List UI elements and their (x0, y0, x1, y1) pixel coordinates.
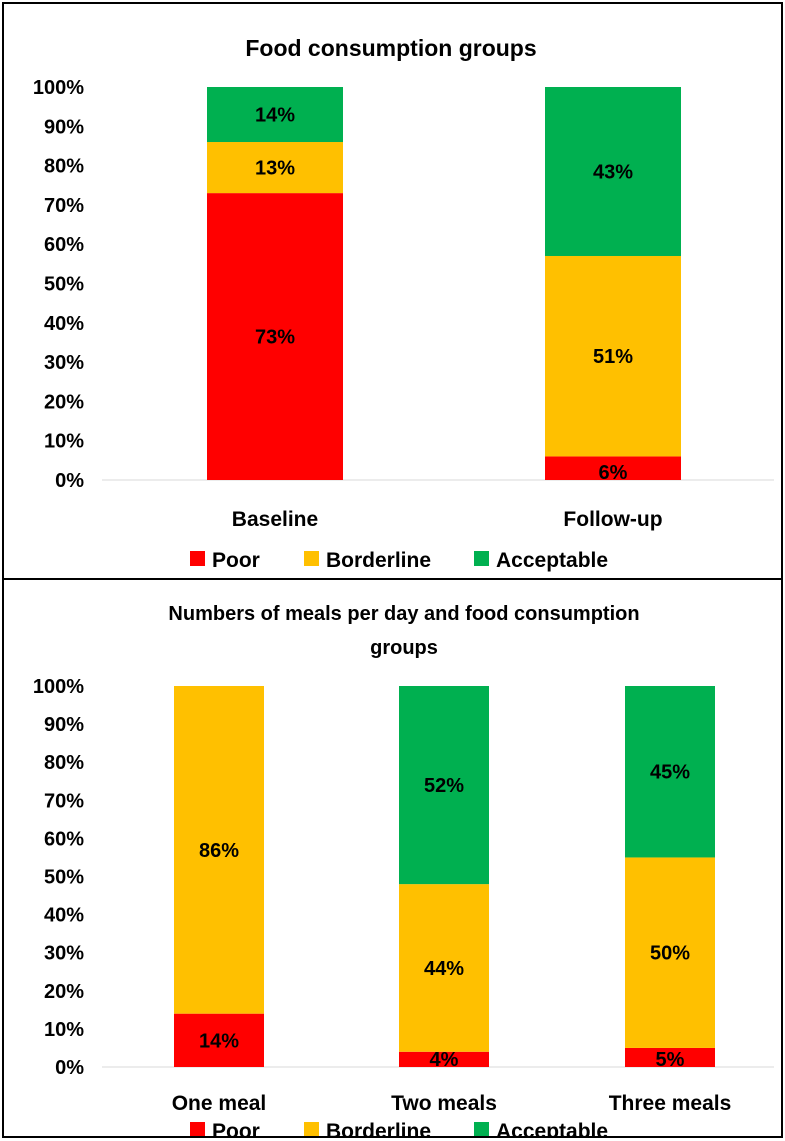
legend-label-acceptable: Acceptable (496, 1120, 608, 1136)
y-tick-label: 60% (44, 234, 84, 256)
y-tick-label: 30% (44, 352, 84, 374)
legend-label-acceptable: Acceptable (496, 549, 608, 572)
legend-swatch-poor (190, 551, 205, 566)
legend-label-poor: Poor (212, 1120, 260, 1136)
y-tick-label: 0% (55, 470, 84, 492)
y-tick-label: 40% (44, 313, 84, 335)
data-label-baseline-borderline: 13% (255, 158, 295, 180)
y-tick-label: 100% (33, 77, 84, 99)
legend-swatch-borderline (304, 551, 319, 566)
y-tick-label: 70% (44, 195, 84, 217)
y-tick-label: 0% (55, 1057, 84, 1079)
x-category-label-two-meals: Two meals (391, 1092, 497, 1115)
chart-panel-meals-per-day: Numbers of meals per day and food consum… (2, 578, 783, 1141)
y-tick-label: 30% (44, 943, 84, 965)
legend-label-poor: Poor (212, 549, 260, 572)
legend-label-borderline: Borderline (326, 1120, 431, 1136)
bar-segment-two-meals-borderline (399, 884, 489, 1052)
y-tick-label: 90% (44, 116, 84, 138)
bar-segment-baseline-poor (207, 193, 343, 481)
y-tick-label: 90% (44, 714, 84, 736)
data-label-one-meal-poor: 14% (199, 1030, 239, 1052)
y-tick-label: 50% (44, 274, 84, 296)
bar-segment-two-meals-poor (399, 1051, 489, 1067)
data-label-three-meals-borderline: 50% (650, 943, 690, 965)
y-tick-label: 10% (44, 431, 84, 453)
x-category-label-follow-up: Follow-up (563, 508, 662, 531)
chart-food-consumption-groups: Food consumption groups 0% 10% 20% 30% 40% 50… (33, 35, 774, 572)
bar-segment-three-meals-poor (625, 1047, 715, 1067)
bar-segment-follow-up-poor (545, 456, 681, 480)
data-label-baseline-acceptable: 14% (255, 105, 295, 127)
data-label-follow-up-borderline: 51% (593, 346, 633, 368)
legend-swatch-poor (190, 1122, 205, 1137)
legend-swatch-borderline (304, 1122, 319, 1137)
y-tick-label: 20% (44, 981, 84, 1003)
bar-segment-one-meal-borderline (174, 686, 264, 1014)
bar-segment-follow-up-borderline (545, 255, 681, 457)
bar-segment-two-meals-acceptable (399, 686, 489, 885)
bar-segment-three-meals-acceptable (625, 686, 715, 858)
data-label-one-meal-borderline: 86% (199, 840, 239, 862)
legend-label-borderline: Borderline (326, 549, 431, 572)
data-label-follow-up-poor: 6% (599, 462, 628, 484)
chart-title-line-1: Numbers of meals per day and food consum… (168, 603, 639, 625)
data-label-three-meals-acceptable: 45% (650, 762, 690, 784)
y-tick-label: 50% (44, 867, 84, 889)
chart-panel-food-consumption: Food consumption groups 0% 10% 20% 30% 40% 50… (2, 2, 783, 580)
y-tick-label: 100% (33, 676, 84, 698)
data-label-three-meals-poor: 5% (656, 1049, 685, 1071)
data-label-baseline-poor: 73% (255, 327, 295, 349)
bar-segment-three-meals-borderline (625, 857, 715, 1048)
bar-segment-follow-up-acceptable (545, 87, 681, 256)
chart-meals-per-day: Numbers of meals per day and food consum… (33, 603, 774, 1141)
chart-title: Food consumption groups (245, 35, 536, 61)
y-tick-label: 80% (44, 752, 84, 774)
bar-segment-one-meal-poor (174, 1013, 264, 1067)
data-label-follow-up-acceptable: 43% (593, 161, 633, 183)
legend-swatch-acceptable (474, 551, 489, 566)
y-tick-label: 40% (44, 905, 84, 927)
data-label-two-meals-borderline: 44% (424, 958, 464, 980)
data-label-two-meals-acceptable: 52% (424, 775, 464, 797)
bar-segment-baseline-acceptable (207, 87, 343, 143)
y-tick-label: 20% (44, 391, 84, 413)
x-category-label-baseline: Baseline (232, 508, 318, 531)
bar-segment-baseline-borderline (207, 142, 343, 194)
chart-title-line-2: groups (370, 637, 438, 659)
data-label-two-meals-poor: 4% (430, 1049, 459, 1071)
y-tick-label: 10% (44, 1019, 84, 1041)
y-tick-label: 70% (44, 790, 84, 812)
y-tick-label: 60% (44, 828, 84, 850)
x-category-label-one-meal: One meal (172, 1092, 267, 1115)
x-category-label-three-meals: Three meals (609, 1092, 732, 1115)
legend-swatch-acceptable (474, 1122, 489, 1137)
y-tick-label: 80% (44, 156, 84, 178)
